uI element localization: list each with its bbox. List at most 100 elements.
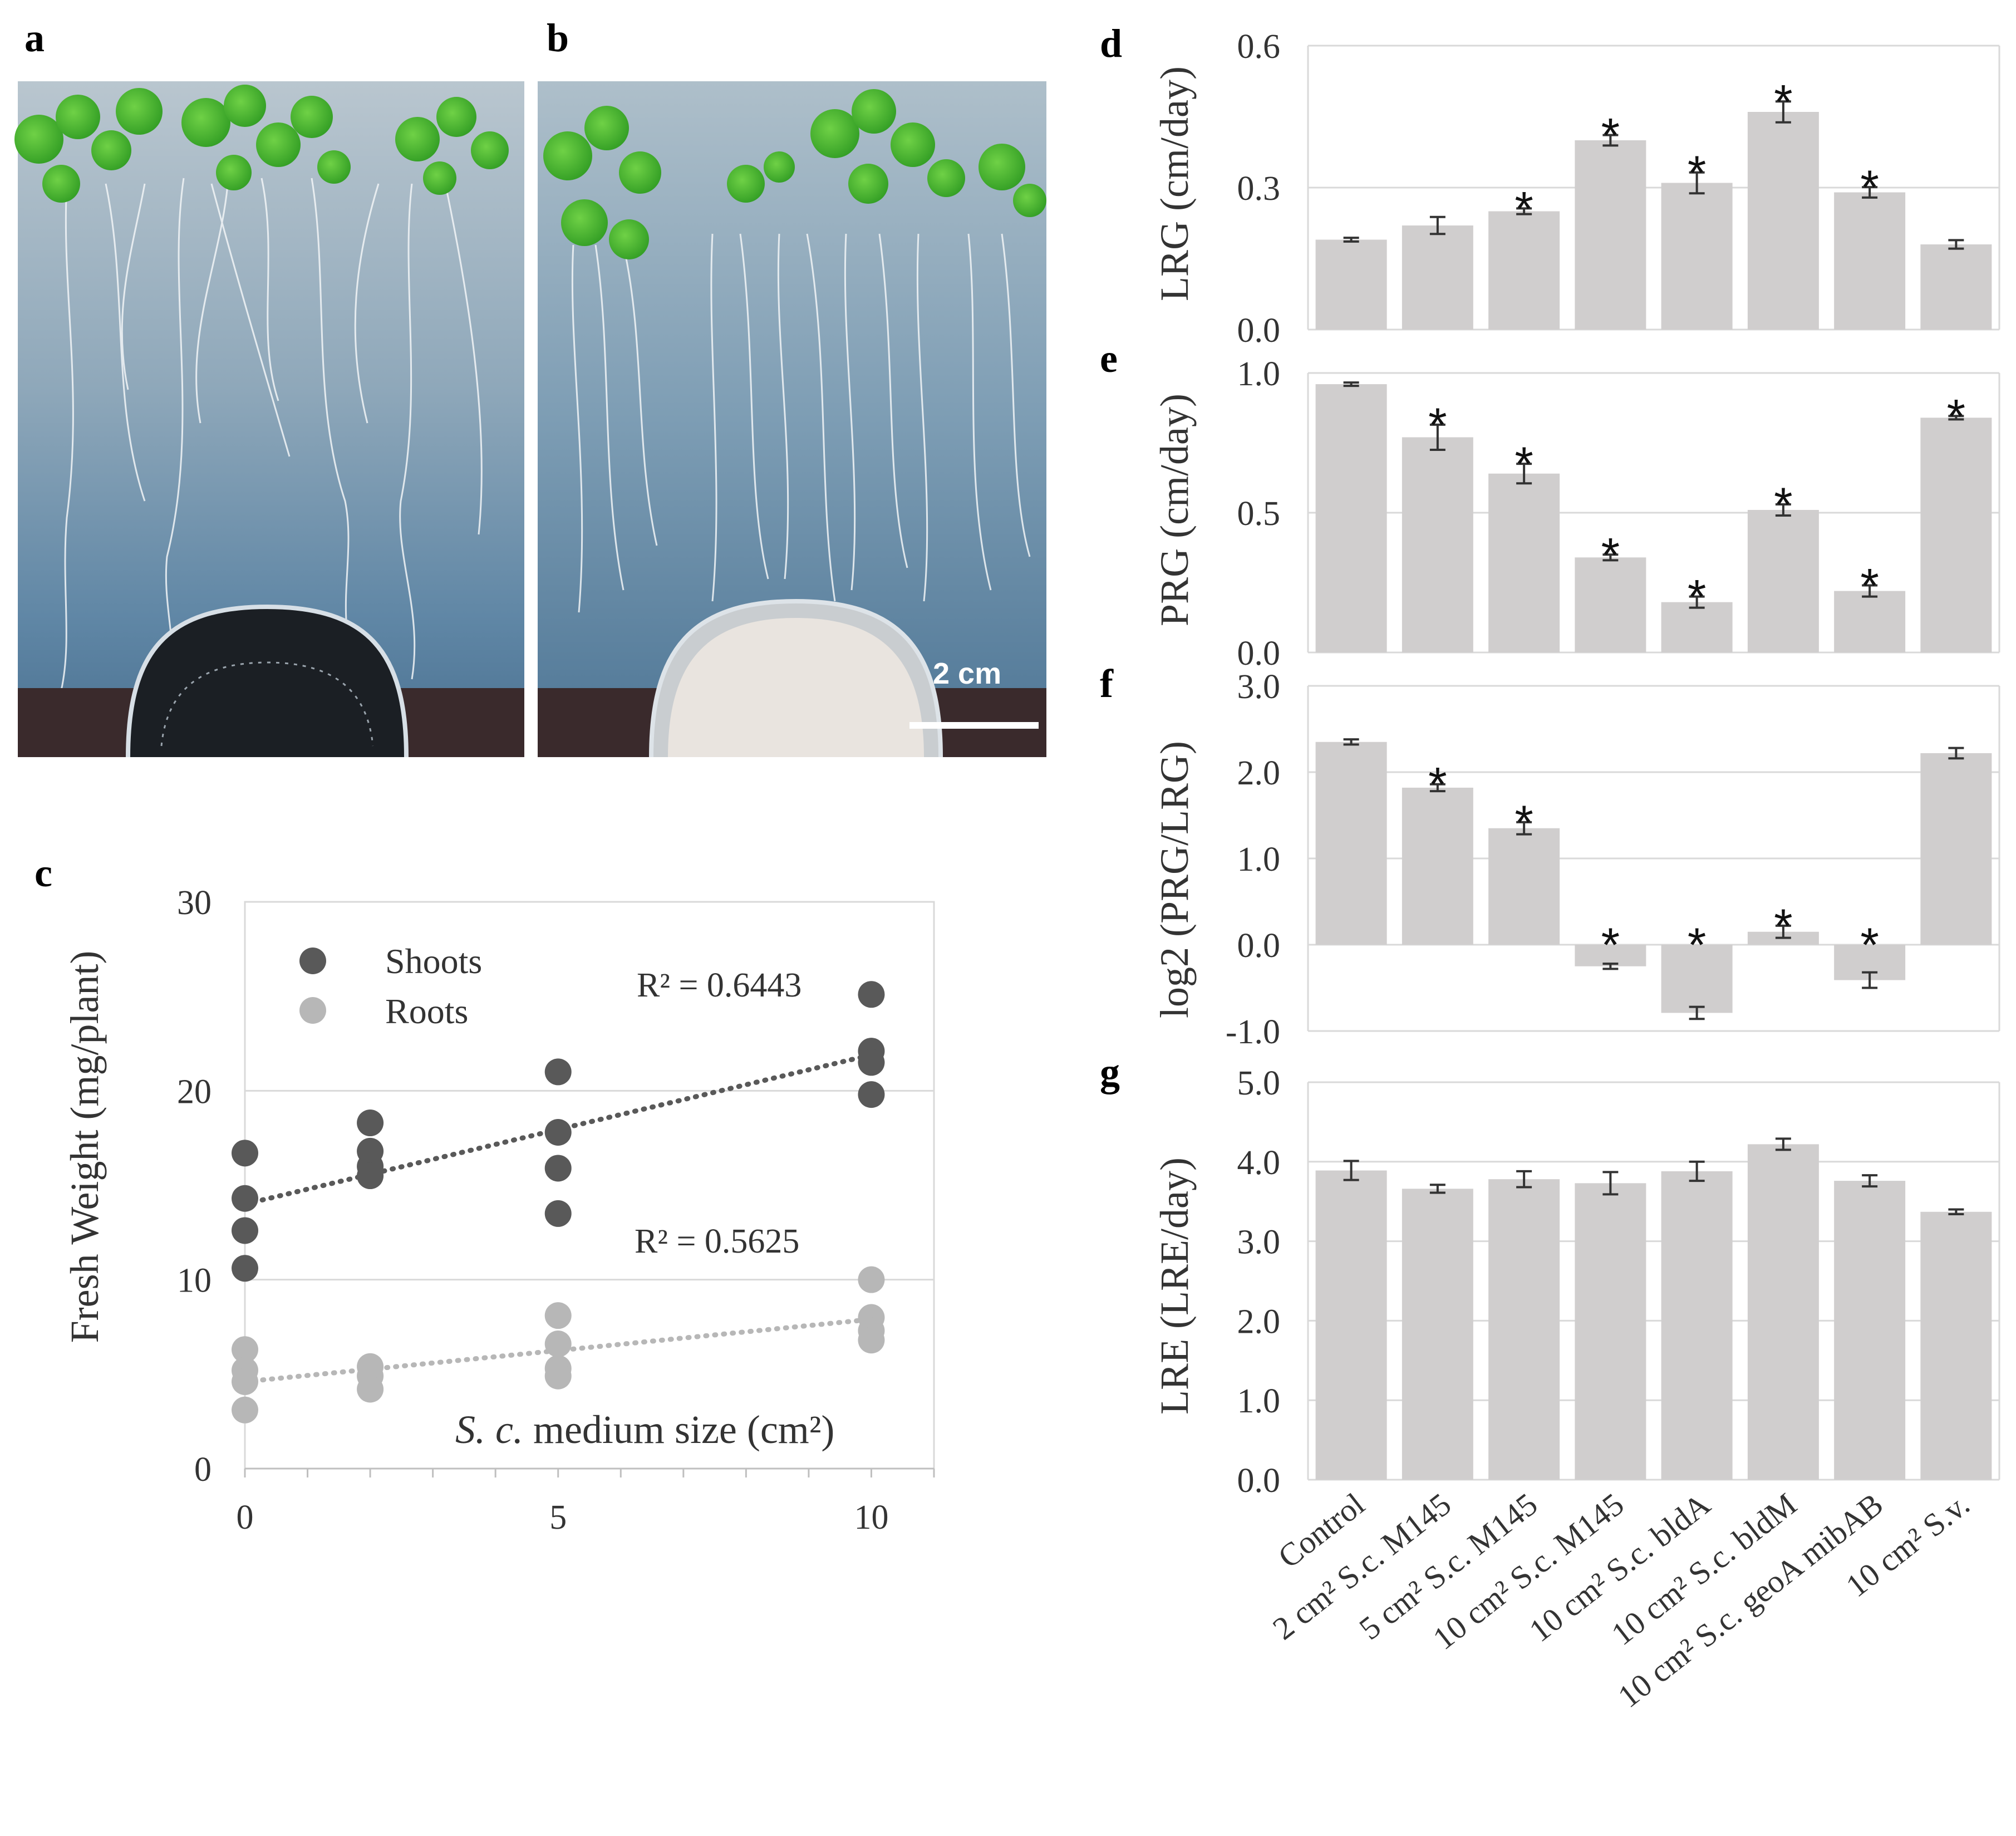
y-tick-label-f: 0.0 [1237, 927, 1281, 965]
bar-f [1402, 787, 1473, 945]
significance-star-e: * [1688, 571, 1706, 624]
significance-star-e: * [1860, 559, 1879, 613]
x-tick-label-c: 0 [237, 1499, 254, 1536]
bar-d [1661, 183, 1733, 330]
legend-marker-shoots [299, 948, 326, 974]
significance-star-e: * [1515, 438, 1533, 491]
bar-g [1402, 1189, 1473, 1480]
seedlings-b [543, 89, 1046, 259]
y-tick-label-f: 2.0 [1237, 754, 1281, 792]
bar-f [1920, 753, 1992, 945]
point-shoots [858, 1081, 885, 1108]
bar-d [1402, 225, 1473, 330]
significance-star-e: * [1601, 528, 1620, 582]
point-shoots [858, 1049, 885, 1076]
significance-star-d: * [1774, 75, 1792, 129]
bar-g [1834, 1181, 1906, 1480]
point-roots [544, 1302, 572, 1329]
photo-panel-b: 2 cm [538, 81, 1046, 758]
y-tick-label-c: 10 [177, 1262, 212, 1300]
point-shoots [544, 1200, 572, 1227]
bar-e [1488, 473, 1560, 652]
significance-star-f: * [1515, 796, 1533, 850]
significance-star-d: * [1688, 146, 1706, 200]
point-roots [232, 1368, 258, 1395]
y-tick-label-d: 0.3 [1237, 170, 1281, 208]
bar-chart-d: 0.0 0.3 0.6 * * * * * [1237, 28, 2000, 350]
point-roots [858, 1266, 885, 1293]
y-tick-label-g: 0.0 [1237, 1462, 1281, 1500]
significance-star-d: * [1860, 161, 1879, 214]
legend-label-roots: Roots [385, 991, 468, 1031]
bar-e [1402, 437, 1473, 652]
significance-star-f: * [1601, 919, 1620, 972]
y-axis-title-e: PRG (cm/day) [1152, 394, 1197, 626]
significance-star-e: * [1947, 390, 1965, 443]
x-axis-title-italic: S. c. [455, 1407, 523, 1452]
point-roots [232, 1396, 258, 1423]
legend-marker-roots [299, 997, 326, 1024]
seedlings-a [14, 85, 509, 203]
y-tick-label-e: 1.0 [1237, 355, 1281, 393]
bar-e [1747, 509, 1819, 652]
bar-chart-f: -1.0 0.0 1.0 2.0 3.0 * * * * * * [1226, 668, 2000, 1051]
panel-letter-g: g [1100, 1050, 1120, 1094]
bar-e [1575, 557, 1646, 652]
bar-f [1488, 828, 1560, 945]
point-shoots [357, 1162, 384, 1190]
y-axis-title-f: log2 (PRG/LRG) [1152, 741, 1197, 1018]
significance-star-e: * [1774, 478, 1792, 532]
r2-label-shoots: R² = 0.6443 [637, 966, 802, 1004]
point-shoots [858, 981, 885, 1008]
bar-d [1747, 112, 1819, 330]
y-tick-label-g: 3.0 [1237, 1224, 1281, 1261]
point-shoots [357, 1110, 384, 1137]
panel-letter-f: f [1100, 661, 1114, 706]
y-tick-label-f: 1.0 [1237, 841, 1281, 878]
y-tick-label-g: 5.0 [1237, 1064, 1281, 1102]
bar-d [1315, 239, 1387, 330]
scatter-chart-c: 0 10 20 30 0 5 10 Shoots Roots R² = 0.6443 R² … [62, 884, 935, 1536]
panel-letter-d: d [1100, 21, 1122, 66]
y-tick-label-f: 3.0 [1237, 668, 1281, 706]
bar-chart-e: 0.0 0.5 1.0 * * * * * * * [1237, 355, 2000, 672]
point-roots [858, 1327, 885, 1354]
bar-f [1315, 742, 1387, 945]
bar-g [1920, 1211, 1992, 1480]
bar-g [1315, 1170, 1387, 1480]
x-axis-title-c: S. c. medium size (cm²) [455, 1407, 834, 1452]
y-axis-title-g: LRE (LRE/day) [1152, 1157, 1197, 1415]
x-tick-label-c: 10 [854, 1499, 888, 1536]
point-shoots [544, 1155, 572, 1182]
y-tick-label-d: 0.0 [1237, 312, 1281, 350]
bar-g [1488, 1179, 1560, 1480]
r2-label-roots: R² = 0.5625 [635, 1223, 799, 1260]
scale-bar-label: 2 cm [933, 657, 1001, 690]
bar-e [1920, 418, 1992, 652]
bar-d [1575, 140, 1646, 330]
significance-star-e: * [1428, 399, 1447, 452]
legend: Shoots Roots [299, 941, 482, 1031]
panel-letter-e: e [1100, 336, 1118, 381]
significance-star-f: * [1428, 758, 1447, 812]
bar-e [1315, 384, 1387, 652]
photo-panel-a [14, 81, 524, 758]
point-shoots [232, 1140, 258, 1167]
point-roots [232, 1336, 258, 1363]
y-tick-label-c: 0 [194, 1451, 212, 1489]
point-roots [357, 1376, 384, 1403]
point-roots [544, 1331, 572, 1358]
bar-g [1575, 1183, 1646, 1480]
y-tick-label-g: 1.0 [1237, 1382, 1281, 1420]
bar-e [1661, 602, 1733, 652]
point-shoots [544, 1118, 572, 1146]
y-tick-label-e: 0.0 [1237, 635, 1281, 672]
x-axis-title-rest: medium size (cm²) [523, 1407, 834, 1452]
panel-letter-a: a [24, 16, 45, 60]
y-tick-label-c: 30 [177, 884, 212, 922]
y-axis-title-d: LRG (cm/day) [1152, 66, 1197, 301]
point-shoots [544, 1058, 572, 1086]
y-axis-title-c: Fresh Weight (mg/plant) [62, 951, 107, 1343]
